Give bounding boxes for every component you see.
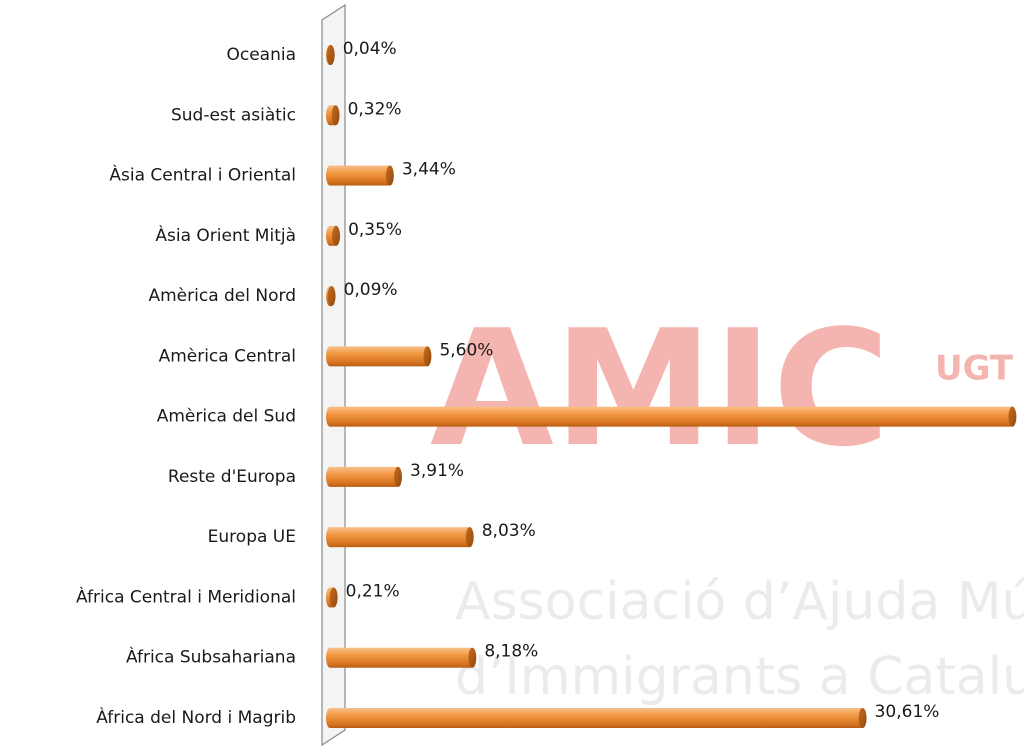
bar: [326, 165, 394, 186]
category-label: Europa UE: [208, 527, 296, 547]
bar: [326, 225, 341, 246]
value-label: 0,09%: [344, 280, 398, 300]
bar-part: [468, 647, 477, 668]
bar: [326, 286, 336, 307]
bar-part: [330, 346, 428, 367]
bar: [326, 466, 403, 487]
bar-part: [332, 225, 341, 246]
category-label: Amèrica del Sud: [157, 407, 296, 427]
bar-part: [1008, 406, 1017, 427]
bar-part: [330, 466, 399, 487]
bar-part: [329, 587, 338, 608]
category-label: Sud-est asiàtic: [171, 105, 296, 125]
value-label: 30,61%: [875, 702, 940, 722]
value-label: 0,35%: [348, 220, 402, 240]
category-label: Àfrica Central i Meridional: [76, 585, 296, 607]
bar-part: [330, 647, 473, 668]
bar-part: [331, 105, 340, 126]
bar-part: [858, 708, 867, 728]
value-label: 0,04%: [343, 39, 397, 59]
value-label: 0,21%: [346, 581, 400, 601]
axis-wall: [321, 3, 346, 747]
bar-part: [330, 406, 1013, 427]
value-label: 3,44%: [402, 160, 456, 180]
bar-part: [423, 346, 432, 367]
bar-part: [385, 165, 394, 186]
watermark-text: Associació d’Ajuda Mútua: [455, 572, 1024, 632]
bar-part: [465, 527, 474, 548]
bar: [326, 105, 340, 126]
watermark-text: d’Immigrants a Catalunya: [455, 647, 1024, 707]
bar-part: [326, 45, 335, 65]
bar-part: [330, 527, 470, 548]
bar-part: [327, 286, 336, 307]
category-label: Àsia Orient Mitjà: [155, 224, 296, 246]
bar: [326, 708, 867, 728]
category-label: Reste d'Europa: [168, 467, 296, 487]
bar-part: [330, 708, 863, 728]
watermark: AMIC UGT Associació d’Ajuda Mútua d’Immi…: [430, 295, 1024, 707]
category-label: Àfrica Subsahariana: [126, 646, 296, 668]
value-label: 8,18%: [484, 642, 538, 662]
bar: [326, 45, 335, 65]
watermark-logo: AMIC: [430, 295, 890, 482]
category-label: Àsia Central i Oriental: [109, 164, 296, 186]
bar: [326, 647, 477, 668]
category-label: Oceania: [226, 45, 296, 65]
bar: [326, 587, 338, 608]
bar: [326, 346, 432, 367]
category-label: Amèrica del Nord: [148, 286, 296, 306]
category-label: Àfrica del Nord i Magrib: [96, 706, 296, 728]
value-label: 8,03%: [482, 521, 536, 541]
category-label: Amèrica Central: [159, 346, 296, 366]
bar: [326, 406, 1017, 427]
value-label: 0,32%: [348, 99, 402, 119]
bar-part: [394, 466, 403, 487]
value-label: 3,91%: [410, 461, 464, 481]
value-label: 5,60%: [439, 340, 493, 360]
bar-part: [330, 165, 390, 186]
watermark-union: UGT: [935, 349, 1014, 389]
bar: [326, 527, 474, 548]
